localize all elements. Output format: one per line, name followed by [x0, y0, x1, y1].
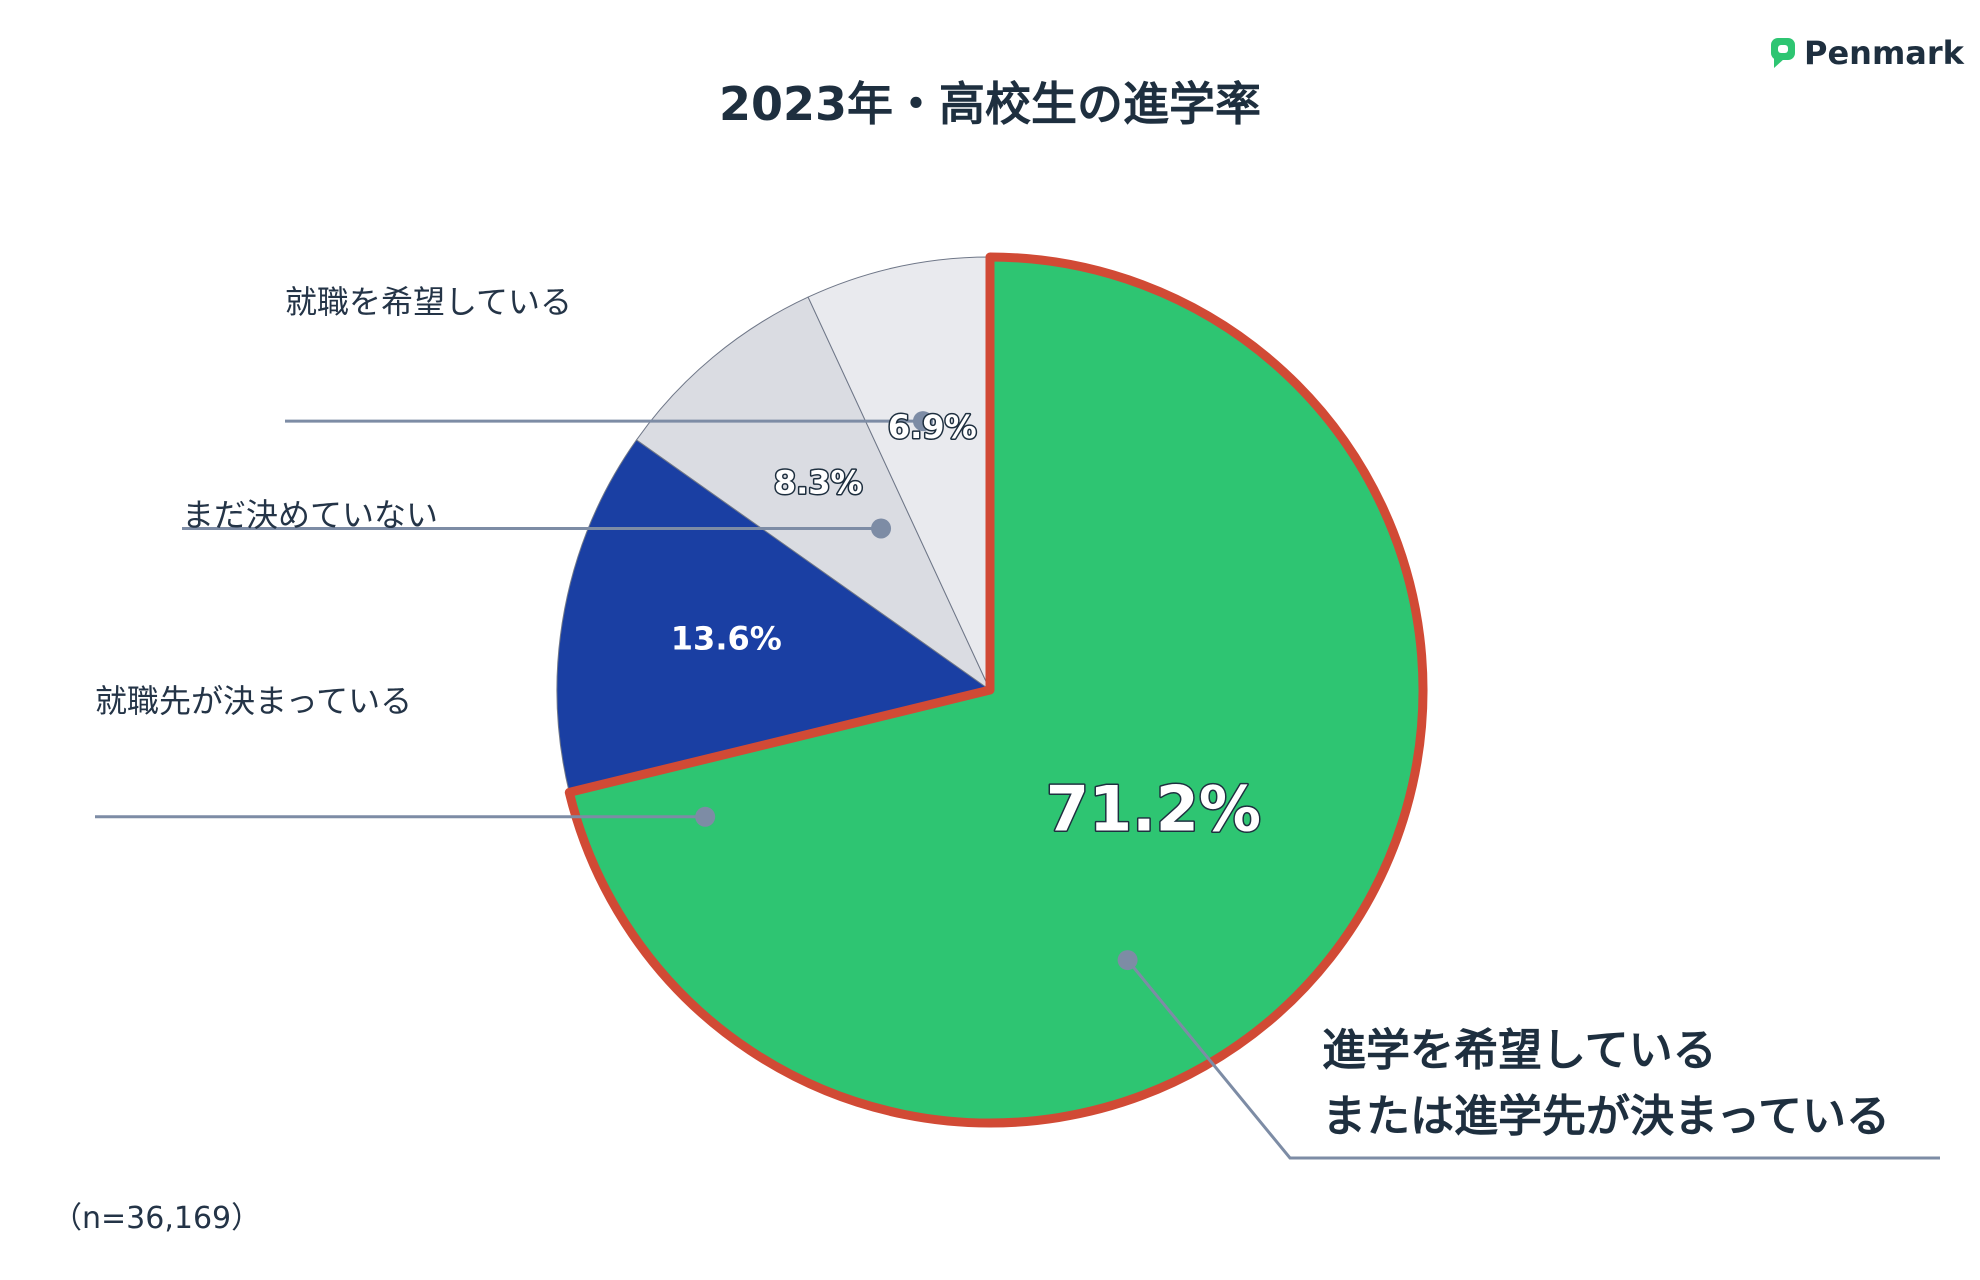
- chart-title: 2023年・高校生の進学率: [719, 77, 1261, 131]
- sample-size-note: （n=36,169）: [52, 1201, 261, 1236]
- leader-dot: [871, 518, 892, 539]
- leader-dot: [695, 806, 716, 827]
- slice-value-label: 8.3%: [774, 464, 863, 502]
- brand-logo: Penmark: [1771, 34, 1965, 72]
- slice-value-label: 71.2%: [1046, 772, 1261, 845]
- brand-name: Penmark: [1804, 34, 1965, 72]
- slice-category-label: 就職を希望している: [285, 283, 572, 321]
- leader-dot: [912, 411, 933, 432]
- slice-value-label: 6.9%: [888, 408, 977, 446]
- leader-line: [1126, 959, 1940, 1160]
- slice-category-label: 進学を希望しているまたは進学先が決まっている: [1322, 1025, 1890, 1142]
- pie-slice: [636, 296, 991, 691]
- leader-dot: [1117, 950, 1138, 971]
- pie-slice: [807, 256, 991, 691]
- speech-bubble-icon: [1771, 38, 1795, 68]
- slice-category-label: まだ決めていない: [182, 496, 438, 534]
- slice-value-label: 13.6%: [671, 620, 782, 658]
- pie-slice: [564, 252, 1428, 1128]
- slice-category-label: 就職先が決まっている: [95, 682, 412, 720]
